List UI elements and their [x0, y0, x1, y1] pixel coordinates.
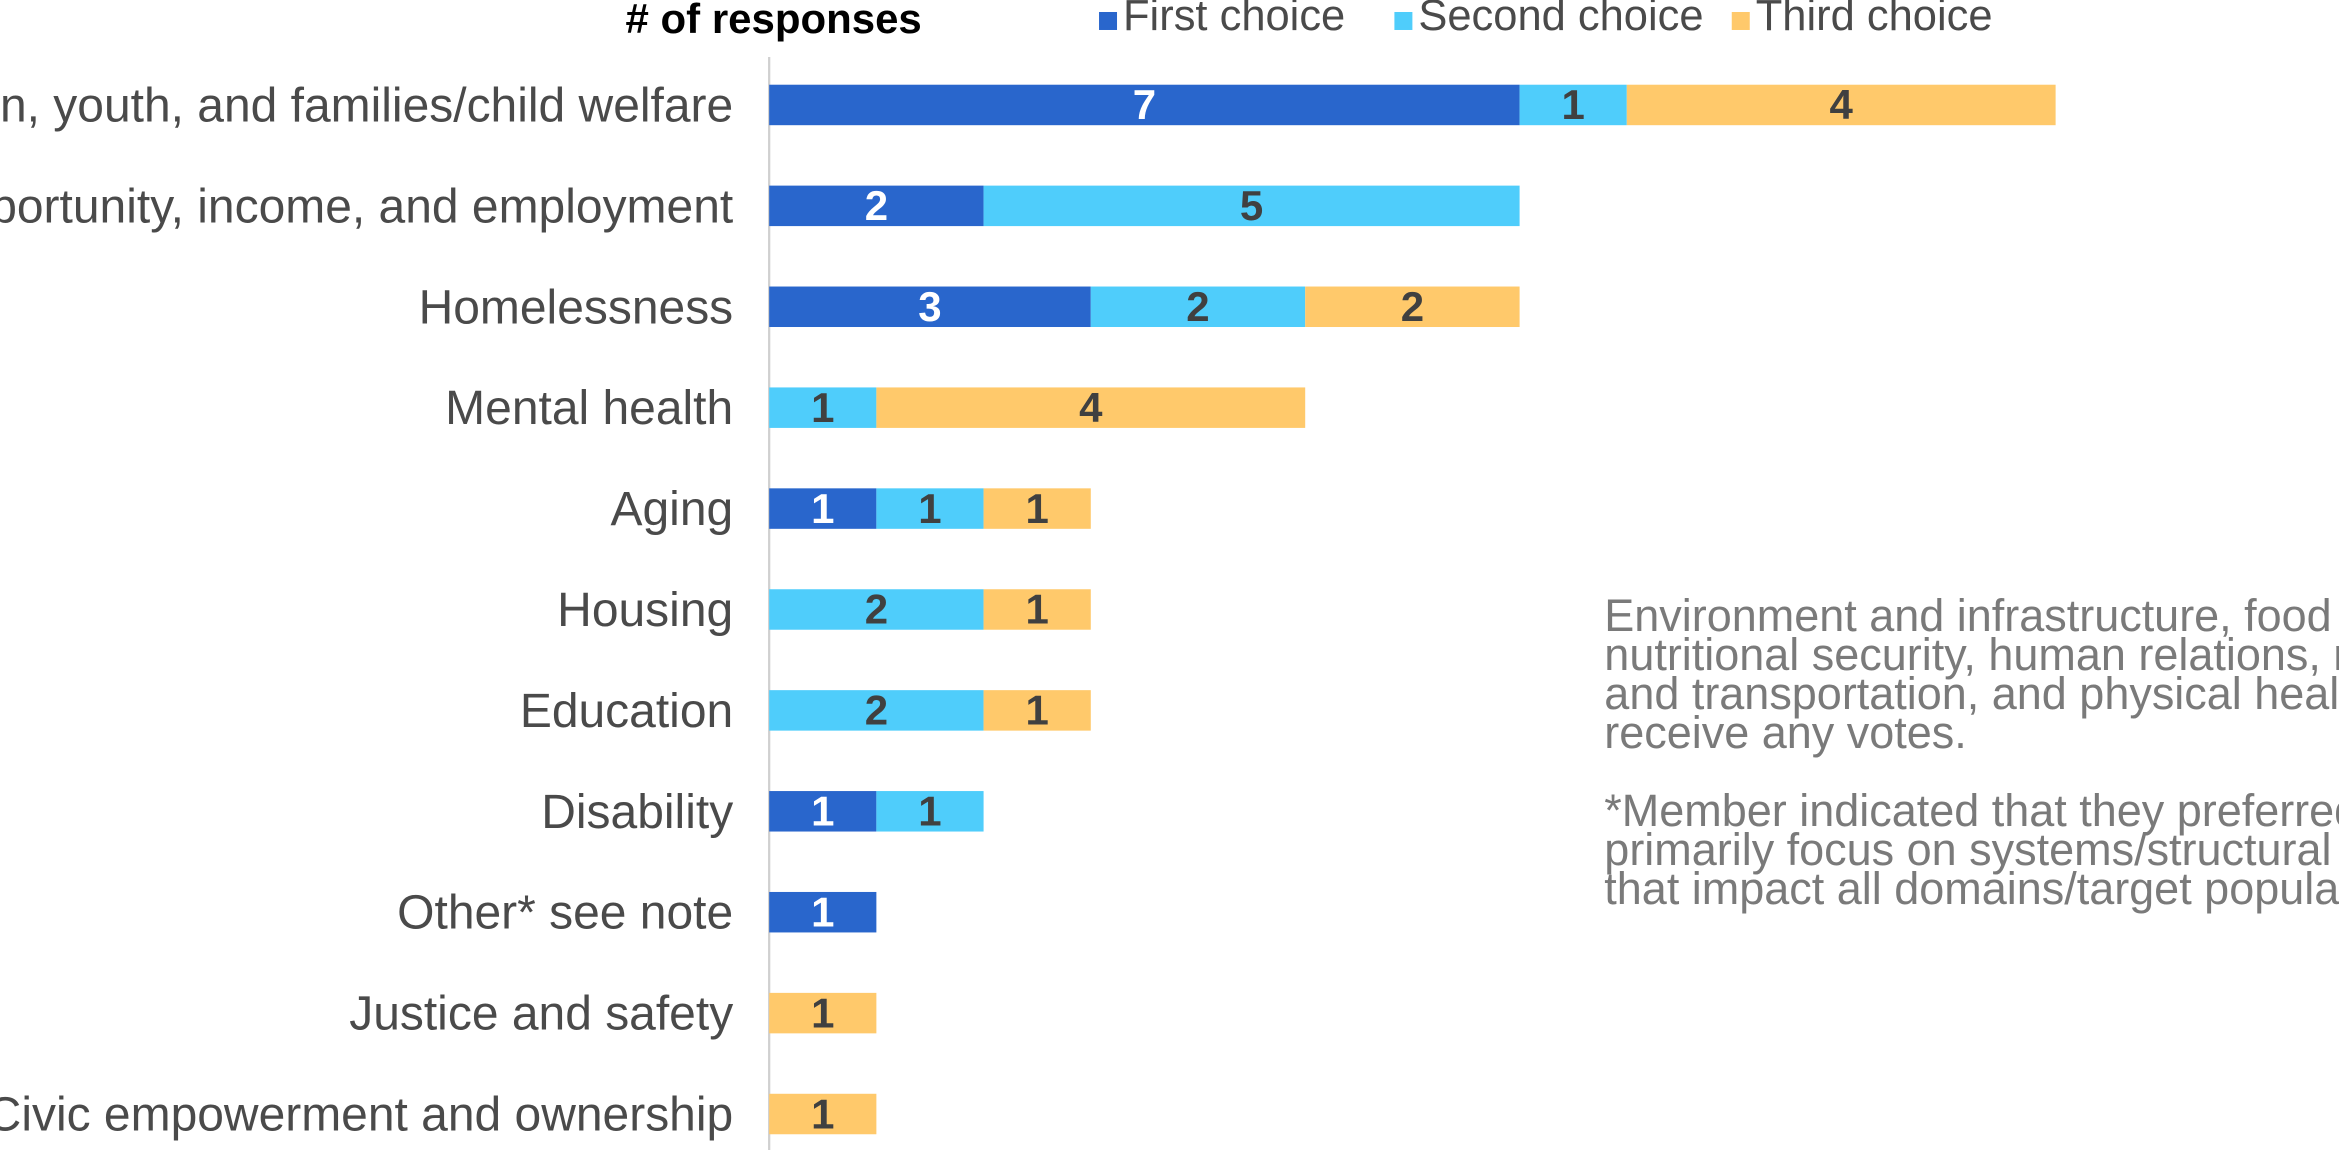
data-label-second-choice-economic-opportunity-income-and-employment: 5 [1240, 182, 1263, 229]
data-label-second-choice-education: 2 [865, 687, 888, 734]
bar-third-choice-education [983, 690, 1091, 731]
data-label-third-choice-aging: 1 [1026, 485, 1049, 532]
category-label-homelessness: Homelessness [419, 281, 734, 334]
bar-first-choice-homelessness [769, 286, 1091, 328]
note-line: receive any votes. [1604, 707, 1966, 758]
bar-third-choice-children-youth-and-families-child-welfare [1626, 84, 2056, 126]
data-label-second-choice-aging: 1 [918, 485, 941, 532]
bar-second-choice-disability [876, 791, 984, 832]
bar-third-choice-justice-and-safety [769, 992, 877, 1034]
bar-second-choice-education [769, 690, 984, 731]
category-label-civic-empowerment-and-ownership: Civic empowerment and ownership [0, 1089, 733, 1142]
category-label-mental-health: Mental health [445, 382, 733, 435]
data-label-first-choice-disability: 1 [811, 788, 834, 835]
note-line: primarily focus on systems/structural ba… [1604, 824, 2339, 875]
bar-third-choice-aging [983, 488, 1091, 529]
data-label-first-choice-other-see-note: 1 [811, 888, 834, 935]
bar-first-choice-other-see-note [769, 891, 877, 933]
bar-second-choice-aging [876, 488, 984, 529]
legend-swatch-first-choice [1099, 11, 1118, 30]
data-label-second-choice-mental-health: 1 [811, 384, 834, 431]
bar-third-choice-civic-empowerment-and-ownership [769, 1093, 877, 1135]
data-label-first-choice-children-youth-and-families-child-welfare: 7 [1133, 81, 1156, 128]
data-label-third-choice-homelessness: 2 [1401, 283, 1424, 330]
legend-label-first-choice: First choice [1123, 0, 1345, 40]
bar-first-choice-economic-opportunity-income-and-employment [769, 185, 984, 227]
data-label-first-choice-homelessness: 3 [918, 283, 941, 330]
category-label-education: Education [520, 685, 733, 738]
data-label-first-choice-economic-opportunity-income-and-employment: 2 [865, 182, 888, 229]
category-label-disability: Disability [541, 786, 733, 839]
data-label-second-choice-housing: 2 [865, 586, 888, 633]
legend: First choice Second choice Third choice [1099, 0, 1993, 40]
data-label-third-choice-housing: 1 [1026, 586, 1049, 633]
category-label-other-see-note: Other* see note [397, 887, 733, 940]
data-label-third-choice-civic-empowerment-and-ownership: 1 [811, 1090, 834, 1137]
note-line: and transportation, and physical health … [1604, 668, 2339, 719]
bar-third-choice-mental-health [876, 387, 1306, 428]
category-label-housing: Housing [557, 584, 733, 637]
legend-swatch-second-choice [1394, 11, 1413, 30]
bar-second-choice-children-youth-and-families-child-welfare [1519, 84, 1627, 126]
bars: 7 1 4 2 5 3 2 2 1 4 1 1 1 2 1 2 1 1 1 1 1 1 [769, 81, 2056, 1137]
notes: Environment and infrastructure, food and… [1604, 590, 2339, 914]
data-label-third-choice-mental-health: 4 [1079, 384, 1103, 431]
data-label-third-choice-children-youth-and-families-child-welfare: 4 [1830, 81, 1854, 128]
bar-second-choice-economic-opportunity-income-and-employment [983, 185, 1520, 227]
data-label-second-choice-homelessness: 2 [1186, 283, 1209, 330]
legend-label-second-choice: Second choice [1418, 0, 1703, 40]
bar-second-choice-homelessness [1090, 286, 1306, 328]
category-label-justice-and-safety: Justice and safety [349, 988, 733, 1041]
note-line: Environment and infrastructure, food and [1604, 590, 2339, 641]
bar-second-choice-mental-health [769, 387, 877, 428]
data-label-third-choice-justice-and-safety: 1 [811, 989, 834, 1036]
category-label-aging: Aging [611, 483, 734, 536]
category-label-children-youth-and-families-child-welfare: Children, youth, and families/child welf… [0, 79, 733, 132]
note-line: *Member indicated that they preferred to [1604, 785, 2339, 836]
axis-title: # of responses [626, 0, 922, 42]
bar-second-choice-housing [769, 589, 984, 630]
note-line: that impact all domains/target populatio… [1604, 863, 2339, 914]
bar-third-choice-homelessness [1305, 286, 1520, 328]
bar-first-choice-disability [769, 791, 877, 832]
category-label-economic-opportunity-income-and-employment: Economic opportunity, income, and employ… [0, 180, 733, 233]
data-label-first-choice-aging: 1 [811, 485, 834, 532]
category-labels: Children, youth, and families/child welf… [0, 79, 733, 1141]
data-label-third-choice-education: 1 [1026, 687, 1049, 734]
data-label-second-choice-children-youth-and-families-child-welfare: 1 [1562, 81, 1585, 128]
bar-first-choice-children-youth-and-families-child-welfare [769, 84, 1520, 126]
bar-third-choice-housing [983, 589, 1091, 630]
note-line: nutritional security, human relations, m… [1604, 629, 2339, 680]
data-label-second-choice-disability: 1 [918, 788, 941, 835]
legend-swatch-third-choice [1731, 11, 1750, 30]
bar-first-choice-aging [769, 488, 877, 529]
legend-label-third-choice: Third choice [1756, 0, 1993, 40]
